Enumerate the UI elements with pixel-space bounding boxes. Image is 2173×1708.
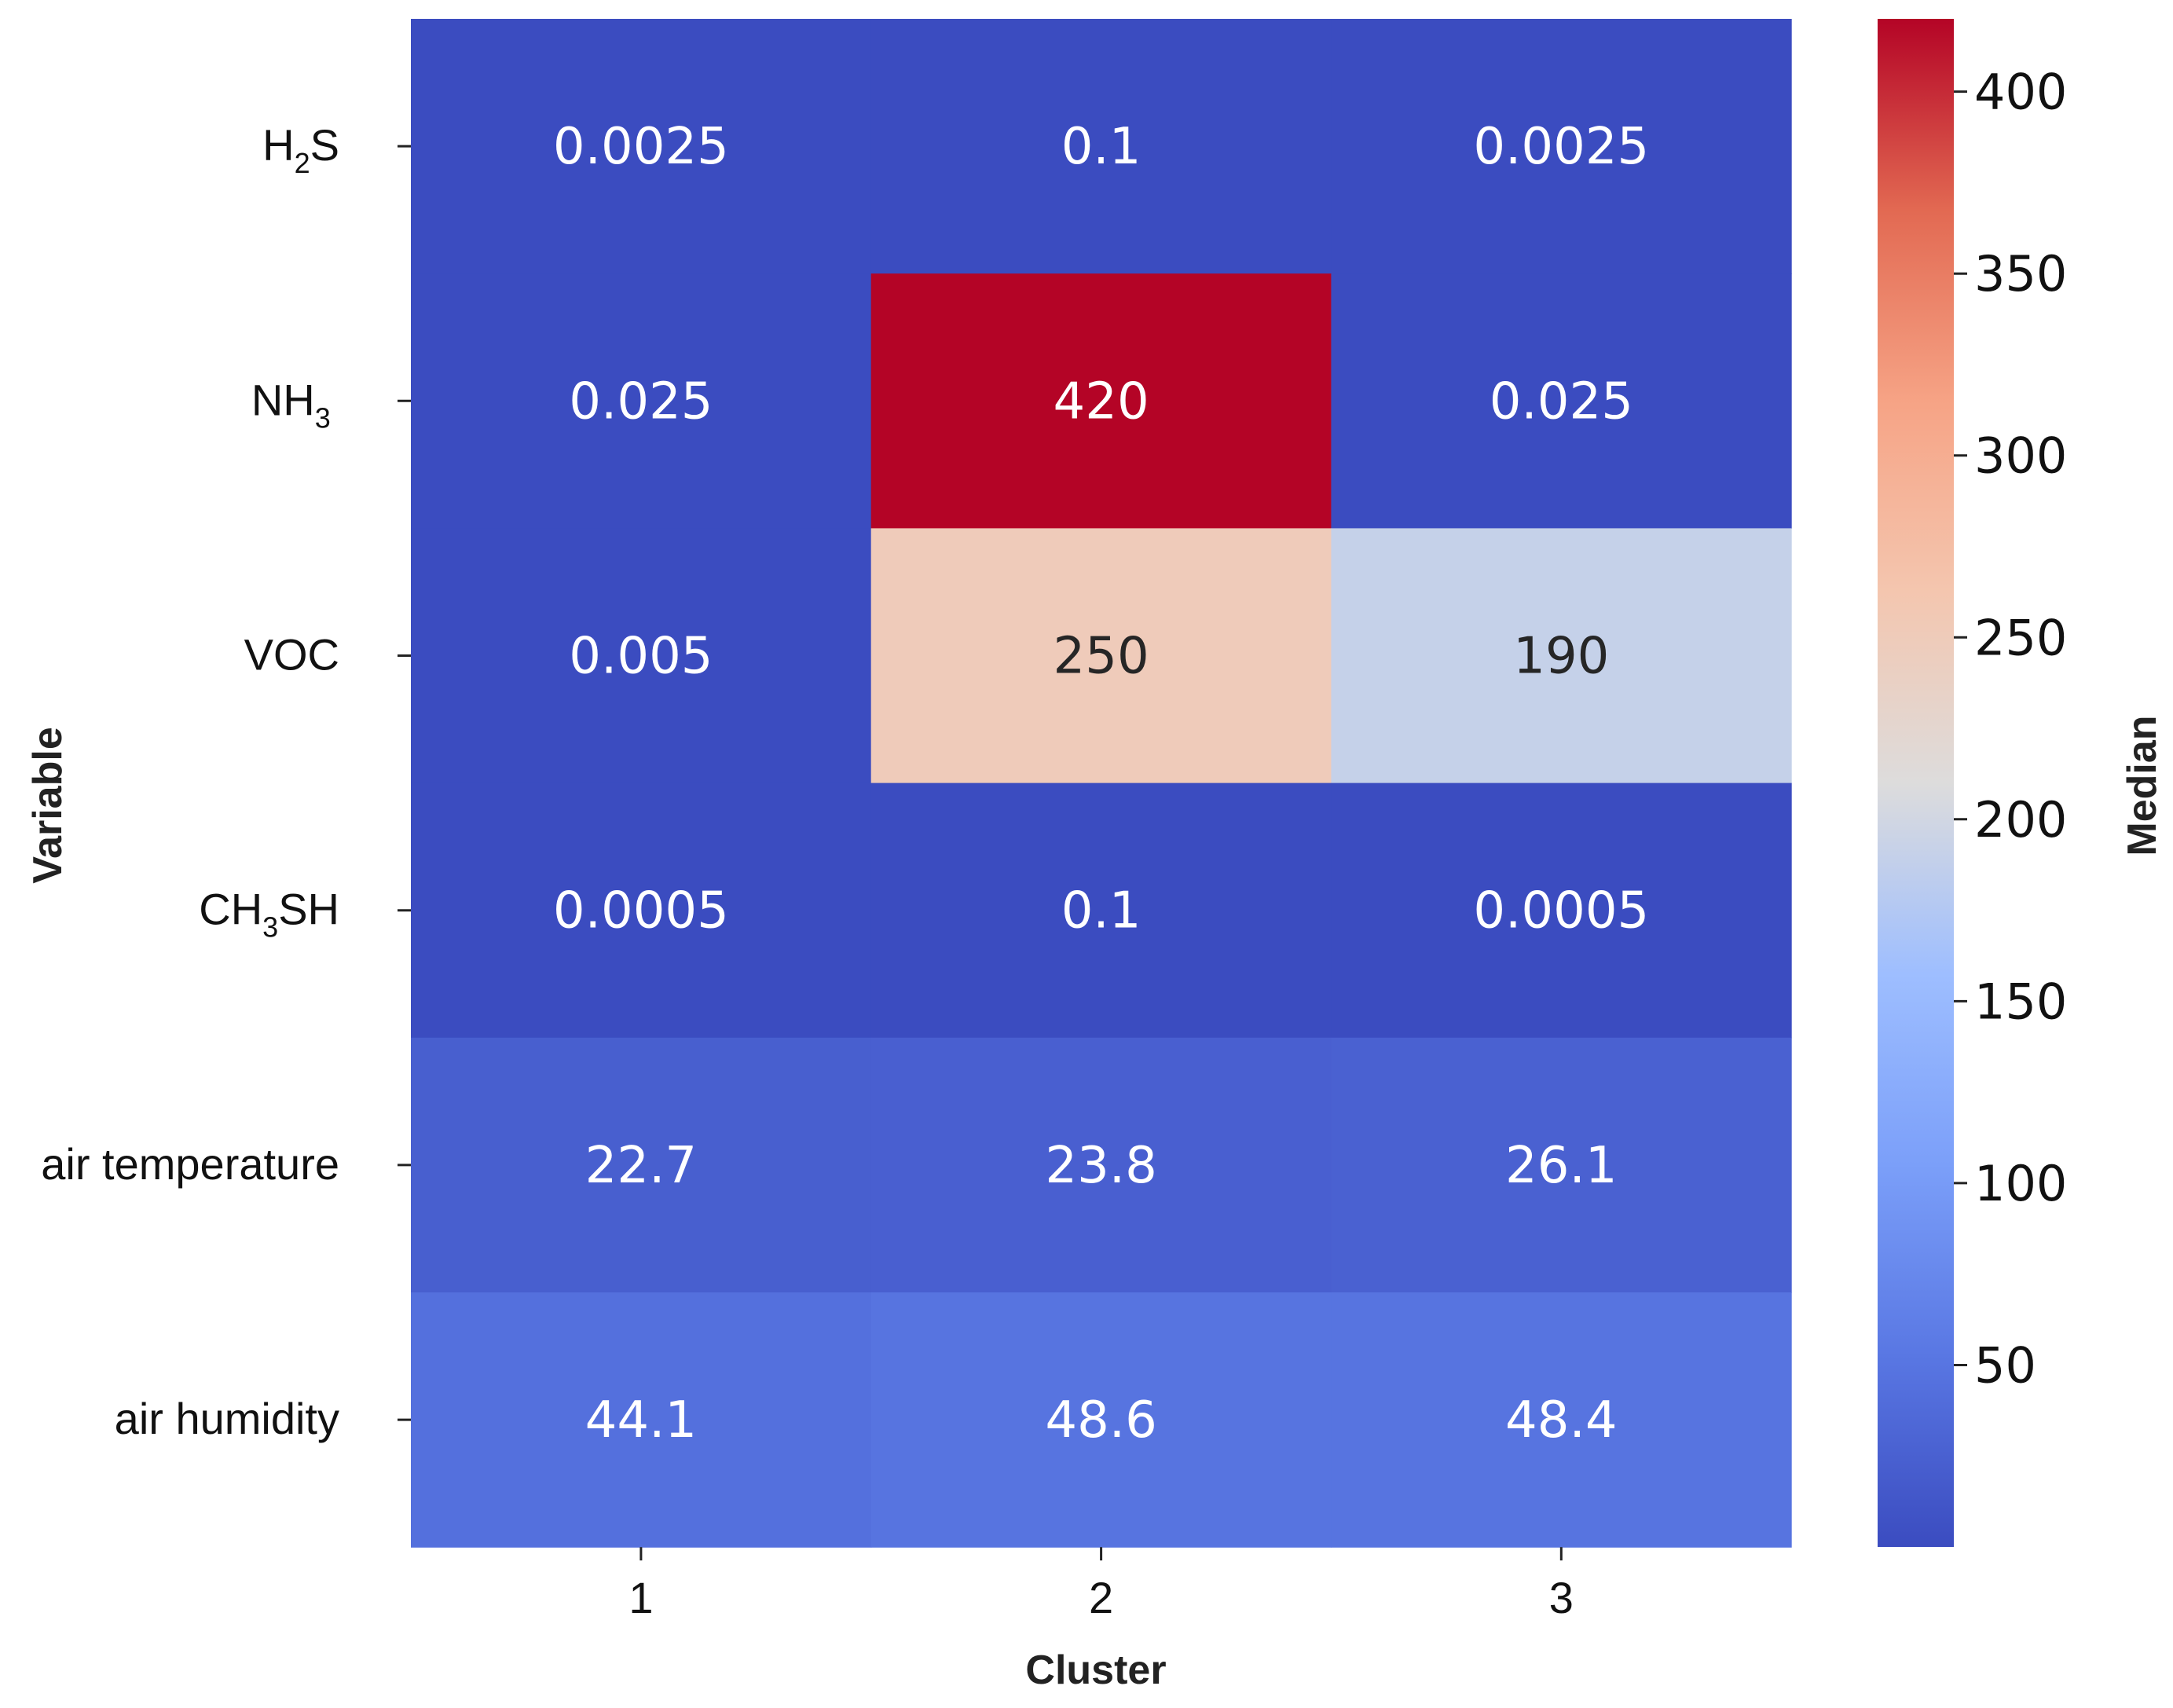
heatmap-cells bbox=[411, 19, 1792, 1548]
heatmap-cell bbox=[870, 528, 1332, 784]
cell-value-label: 250 bbox=[1054, 628, 1149, 686]
x-tick-label: 2 bbox=[1089, 1573, 1113, 1622]
cell-value-label: 48.4 bbox=[1505, 1391, 1618, 1450]
colorbar-tick-label: 50 bbox=[1974, 1337, 2036, 1395]
heatmap-cell bbox=[1331, 273, 1792, 529]
colorbar-tick-label: 300 bbox=[1974, 427, 2067, 485]
heatmap-cell bbox=[870, 1292, 1332, 1548]
cell-value-label: 190 bbox=[1513, 628, 1609, 686]
cell-value-label: 0.0025 bbox=[1473, 118, 1649, 176]
heatmap-cell bbox=[1331, 1037, 1792, 1293]
colorbar-tick-label: 100 bbox=[1974, 1155, 2067, 1212]
heatmap-cell bbox=[411, 19, 872, 274]
heatmap-cell bbox=[411, 273, 872, 529]
heatmap-cell bbox=[870, 1037, 1332, 1293]
heatmap-cell bbox=[870, 273, 1332, 529]
heatmap-cell bbox=[411, 1037, 872, 1293]
y-tick-label: air temperature bbox=[41, 1139, 339, 1189]
heatmap-cell bbox=[870, 783, 1332, 1039]
cell-value-label: 23.8 bbox=[1045, 1137, 1157, 1195]
y-axis-title: Variable bbox=[25, 727, 71, 883]
heatmap-cell-labels: 0.0025 0.1 0.0025 0.025 420 0.025 0.005 250 190 0… bbox=[553, 118, 1649, 1450]
x-axis: 1 2 3 bbox=[628, 1547, 1574, 1622]
cell-value-label: 26.1 bbox=[1505, 1137, 1618, 1195]
y-tick-label: VOC bbox=[244, 630, 339, 680]
colorbar-gradient bbox=[1878, 19, 1954, 1547]
heatmap-cell bbox=[1331, 783, 1792, 1039]
y-tick-label: air humidity bbox=[115, 1394, 339, 1443]
cell-value-label: 48.6 bbox=[1045, 1391, 1157, 1450]
cell-value-label: 44.1 bbox=[585, 1391, 698, 1450]
colorbar-tick-label: 150 bbox=[1974, 973, 2067, 1030]
cell-value-label: 0.0005 bbox=[1473, 882, 1649, 940]
heatmap-cell bbox=[411, 528, 872, 784]
heatmap-cell bbox=[1331, 1292, 1792, 1548]
heatmap-cell bbox=[870, 19, 1332, 274]
heatmap-cell bbox=[411, 1292, 872, 1548]
x-tick-label: 1 bbox=[628, 1573, 653, 1622]
cell-value-label: 0.1 bbox=[1061, 118, 1141, 176]
cell-value-label: 0.1 bbox=[1061, 882, 1141, 940]
y-tick-label: CH3SH bbox=[199, 885, 339, 944]
cell-value-label: 0.0025 bbox=[553, 118, 729, 176]
colorbar: 50 100 150 200 250 300 350 400 bbox=[1878, 19, 2067, 1547]
heatmap-cell bbox=[1331, 528, 1792, 784]
x-axis-title: Cluster bbox=[1025, 1648, 1166, 1693]
colorbar-tick-label: 350 bbox=[1974, 245, 2067, 302]
y-tick-label: H2S bbox=[262, 120, 339, 179]
heatmap-cell bbox=[1331, 19, 1792, 274]
cell-value-label: 0.0005 bbox=[553, 882, 729, 940]
cell-value-label: 0.005 bbox=[569, 628, 713, 686]
cell-value-label: 0.025 bbox=[1490, 372, 1633, 431]
cell-value-label: 420 bbox=[1054, 372, 1149, 431]
colorbar-tick-label: 250 bbox=[1974, 609, 2067, 666]
colorbar-title: Median bbox=[2120, 715, 2165, 856]
cell-value-label: 0.025 bbox=[569, 372, 713, 431]
y-axis: H2S NH3 VOC CH3SH air temperature air humidi… bbox=[41, 120, 411, 1443]
cell-value-label: 22.7 bbox=[585, 1137, 698, 1195]
colorbar-tick-label: 400 bbox=[1974, 64, 2067, 121]
heatmap-cell bbox=[411, 783, 872, 1039]
y-tick-label: NH3 bbox=[251, 375, 339, 434]
x-tick-label: 3 bbox=[1549, 1573, 1574, 1622]
colorbar-tick-label: 200 bbox=[1974, 791, 2067, 849]
